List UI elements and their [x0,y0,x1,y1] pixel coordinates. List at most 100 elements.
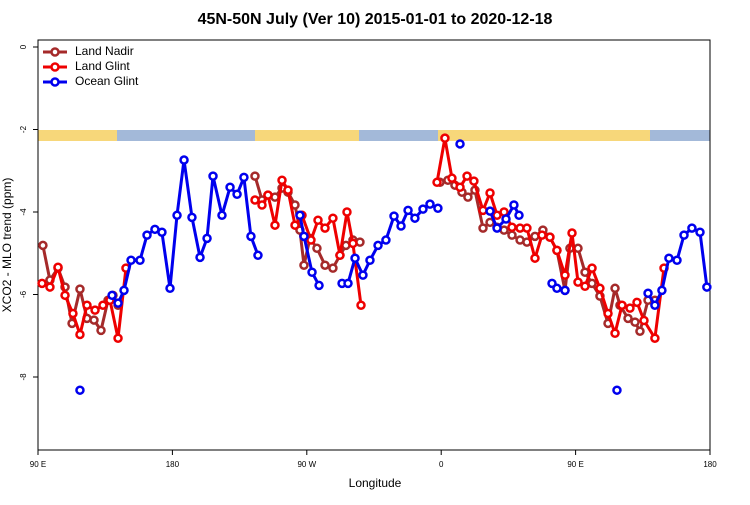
point [365,255,375,266]
point [679,230,689,240]
point [595,283,605,294]
point [157,227,167,237]
point [113,298,123,308]
point [195,252,205,263]
point [306,235,316,245]
point [507,230,517,240]
map-land [38,130,117,141]
point [463,192,473,202]
point [635,326,645,336]
point [447,173,457,183]
point [350,253,360,263]
point [253,250,263,261]
point [142,230,152,240]
point [126,255,136,266]
point [440,133,450,143]
point [358,270,368,280]
x-tick-label: 180 [703,460,717,469]
point [485,206,495,216]
point [250,195,260,205]
point [299,231,309,242]
point [580,281,590,291]
point [320,260,330,270]
point [277,175,287,185]
point [552,283,562,294]
point [295,210,305,221]
point [630,317,640,327]
point [632,297,642,308]
point [283,185,293,195]
point [38,240,48,251]
point [672,255,682,266]
point [610,328,620,339]
point [68,308,78,319]
point [60,290,70,301]
point [469,176,479,186]
point [580,267,590,277]
point [433,203,443,214]
map-land [438,130,650,141]
point [232,189,242,200]
point [208,171,218,181]
point [389,211,399,221]
point [217,210,227,221]
point [119,285,129,296]
point [455,182,465,193]
point [567,228,577,238]
point [312,243,322,254]
legend-marker [50,77,60,87]
x-tick-label: 90 W [297,460,316,469]
y-tick-label: 0 [19,44,28,49]
point [587,263,597,273]
point [381,235,391,245]
point [342,207,352,217]
point [45,282,55,292]
point [313,215,323,226]
point [246,231,256,242]
legend-label: Land Nadir [75,44,134,58]
point [664,253,674,263]
point [187,212,197,223]
legend-marker [50,62,60,72]
point [90,305,100,315]
point [348,238,358,249]
legend-marker [50,47,60,57]
point [343,278,353,289]
point [639,315,649,326]
point [623,313,633,324]
chart-title: 45N-50N July (Ver 10) 2015-01-01 to 2020… [198,11,553,28]
point [492,210,502,221]
point [552,245,562,256]
point [537,230,547,240]
point [179,155,189,165]
point [617,300,627,310]
point [625,303,635,313]
point [687,223,697,233]
point [418,204,428,214]
map-ocean [38,130,710,141]
point [75,385,85,395]
x-tick-label: 90 E [30,460,46,469]
point [257,200,267,210]
point [135,255,145,266]
series [37,133,669,343]
point [96,325,106,336]
point [425,199,435,209]
point [328,213,338,223]
point [432,177,442,188]
point [270,220,280,230]
point [107,290,117,301]
point [53,262,63,273]
x-tick-label: 90 E [567,460,583,469]
map-strip [38,130,710,141]
point [250,171,260,181]
point [650,300,660,310]
point [657,285,667,296]
point [462,171,472,181]
point [492,223,502,233]
point [320,223,330,233]
point [603,308,613,319]
x-axis-label: Longitude [349,476,402,490]
